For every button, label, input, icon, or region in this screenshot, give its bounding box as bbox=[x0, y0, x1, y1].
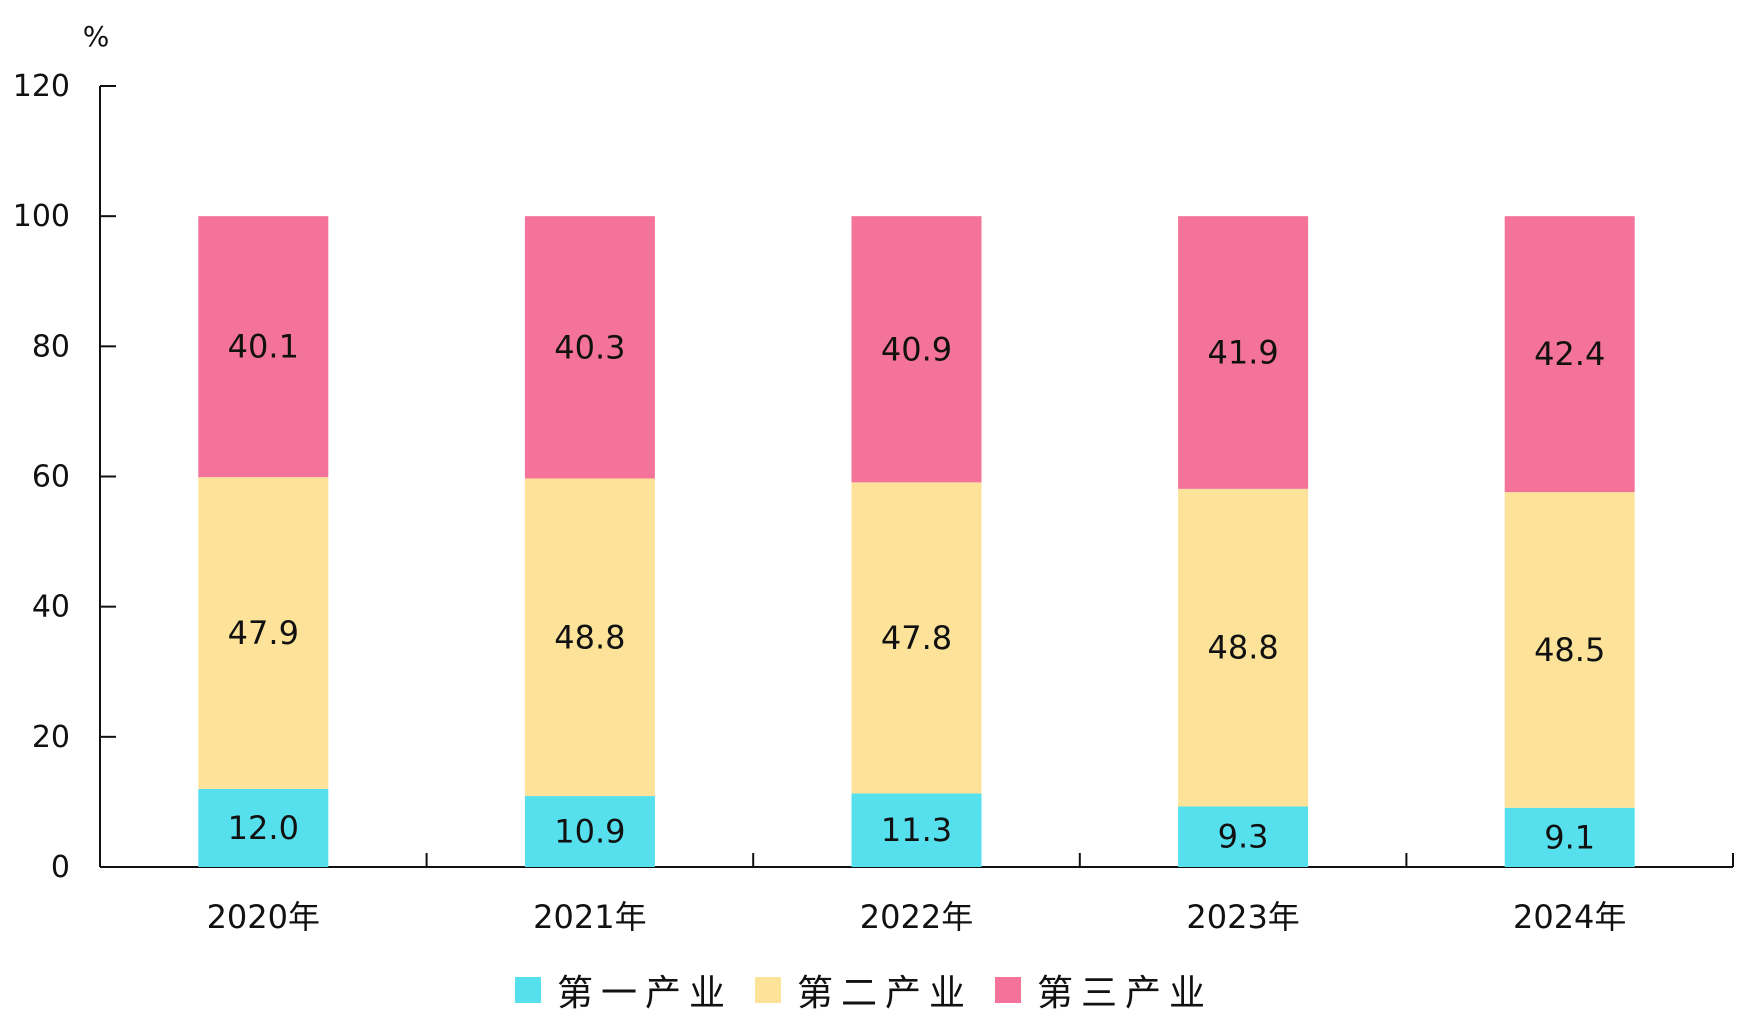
data-label: 47.9 bbox=[228, 614, 299, 652]
y-tick-label: 100 bbox=[13, 199, 70, 234]
x-tick-label: 2020年 bbox=[207, 898, 320, 936]
legend-label: 第一产业 bbox=[557, 973, 733, 1014]
bar-segment bbox=[1178, 806, 1309, 867]
data-label: 47.8 bbox=[881, 619, 952, 657]
bar-segment bbox=[851, 216, 982, 483]
legend-swatch bbox=[755, 977, 781, 1003]
bar-segment bbox=[1178, 488, 1309, 807]
data-label: 41.9 bbox=[1207, 334, 1278, 372]
data-label: 48.5 bbox=[1534, 631, 1605, 669]
bar-segment bbox=[198, 216, 329, 478]
data-label: 48.8 bbox=[1207, 629, 1278, 667]
data-label: 40.1 bbox=[228, 328, 299, 366]
data-label: 40.3 bbox=[554, 328, 625, 366]
data-label: 9.1 bbox=[1544, 818, 1595, 856]
x-tick-label: 2022年 bbox=[860, 898, 973, 936]
bar-segment bbox=[524, 796, 655, 867]
y-tick-label: 20 bbox=[32, 720, 70, 755]
y-tick-label: 80 bbox=[32, 329, 70, 364]
x-tick-label: 2024年 bbox=[1513, 898, 1626, 936]
data-label: 10.9 bbox=[554, 813, 625, 851]
legend-label: 第二产业 bbox=[797, 973, 973, 1014]
bar-segment bbox=[1178, 216, 1309, 489]
y-unit-label: % bbox=[83, 20, 110, 53]
data-label: 48.8 bbox=[554, 618, 625, 656]
bar-segment bbox=[198, 477, 329, 789]
y-tick-label: 120 bbox=[13, 69, 70, 104]
x-tick-label: 2023年 bbox=[1186, 898, 1299, 936]
data-label: 12.0 bbox=[228, 809, 299, 847]
bars: 12.0 47.9 40.1 10.9 48.8 40.3 11.3 47.8 40.9 9.3 4… bbox=[198, 216, 1635, 867]
bar-segment bbox=[1504, 492, 1635, 808]
bar-segment bbox=[198, 788, 329, 867]
bar-segment bbox=[851, 793, 982, 867]
y-axis: 0 20 40 60 80 100 120 bbox=[13, 69, 116, 885]
data-label: 11.3 bbox=[881, 811, 952, 849]
legend-label: 第三产业 bbox=[1037, 973, 1213, 1014]
y-tick-label: 60 bbox=[32, 460, 70, 495]
y-tick-label: 0 bbox=[51, 850, 70, 885]
bar-segment bbox=[1504, 807, 1635, 867]
legend-swatch bbox=[515, 977, 541, 1003]
data-label: 9.3 bbox=[1218, 818, 1269, 856]
bar-segment bbox=[1504, 216, 1635, 493]
data-label: 42.4 bbox=[1534, 335, 1605, 373]
data-label: 40.9 bbox=[881, 330, 952, 368]
y-tick-label: 40 bbox=[32, 590, 70, 625]
bar-segment bbox=[524, 216, 655, 479]
bar-segment bbox=[851, 482, 982, 794]
legend: 第一产业 第二产业 第三产业 bbox=[515, 973, 1213, 1014]
legend-swatch bbox=[995, 977, 1021, 1003]
x-tick-label: 2021年 bbox=[533, 898, 646, 936]
bar-segment bbox=[524, 478, 655, 797]
